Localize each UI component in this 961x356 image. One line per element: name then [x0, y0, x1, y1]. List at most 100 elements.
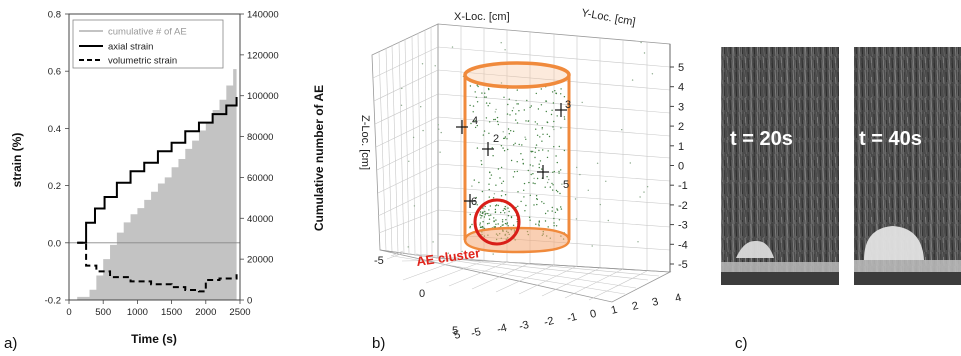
ae-point	[494, 211, 497, 214]
ae-point	[563, 149, 566, 152]
ae-point	[503, 137, 505, 140]
ae-point	[493, 217, 495, 219]
side-wall-grid	[371, 23, 439, 259]
ae-point	[495, 204, 498, 206]
z-tick-label: 1	[678, 141, 684, 153]
ae-point	[469, 104, 471, 107]
ae-point	[536, 123, 538, 125]
x-tick-label: 2000	[195, 307, 216, 318]
ae-point	[575, 218, 578, 220]
ae-cumulative-area	[69, 58, 237, 300]
y2-tick-label: 120000	[247, 50, 279, 61]
ae-point	[438, 128, 440, 130]
ae-point	[507, 128, 510, 130]
ae-point	[540, 88, 542, 90]
ae-point	[421, 63, 424, 65]
ae-point	[481, 190, 484, 193]
ae-point	[485, 102, 488, 104]
ae-point	[551, 210, 553, 212]
ae-point	[492, 197, 495, 199]
ct-frame-40s: t = 40s	[854, 47, 961, 285]
ae-point	[511, 110, 514, 112]
ae-point	[544, 212, 547, 215]
ae-point	[555, 155, 557, 157]
ae-point	[535, 195, 538, 197]
z-tick-label: 5	[678, 62, 684, 74]
ae-point	[507, 215, 510, 217]
ae-point	[493, 226, 495, 228]
ae-point	[490, 174, 493, 176]
y-tick-label: 4	[674, 292, 683, 305]
ae-point	[501, 190, 503, 192]
x-axis-ticks-left: -5 0 5	[374, 255, 458, 337]
ae-point	[495, 184, 497, 186]
ae-point	[551, 109, 553, 112]
ae-point	[517, 103, 519, 105]
ae-point	[539, 160, 542, 162]
ae-point	[523, 196, 525, 198]
ae-point	[554, 211, 557, 214]
ae-point	[489, 102, 491, 105]
ae-location-3d-plot: 4 2 3 5 6 AE cluster X-Loc. [cm] Y-Loc. …	[359, 7, 688, 352]
z-tick-label: -2	[678, 200, 688, 212]
ae-point	[504, 222, 507, 225]
sensor-label-5: 5	[563, 179, 569, 191]
ae-point	[480, 217, 482, 219]
ae-point	[542, 149, 544, 151]
axial-strain-series	[77, 96, 238, 244]
strain-ae-chart: 0 500 1000 1500 2000 2500 -0.2 0.0 0.2 0.4 0.6 0.8 0…	[4, 10, 326, 353]
z-loc-label: Z-Loc. [cm]	[359, 115, 371, 170]
ae-point	[481, 163, 483, 166]
y-tick-label: 0	[589, 308, 598, 321]
ae-point	[538, 220, 540, 222]
ae-point	[535, 92, 537, 95]
ae-point	[483, 216, 486, 218]
ae-point	[522, 162, 524, 165]
ae-point	[516, 122, 519, 124]
y-tick-label: 1	[610, 304, 619, 317]
ae-point	[497, 168, 500, 170]
ct-bubble-40s	[864, 226, 924, 260]
ae-point	[501, 221, 504, 223]
y-tick-label: -5	[470, 326, 482, 340]
ae-point	[533, 204, 535, 206]
ae-point	[563, 96, 566, 98]
ae-point	[440, 131, 442, 134]
ae-point	[538, 149, 540, 152]
ae-point	[474, 126, 477, 129]
ae-point	[480, 215, 483, 217]
ae-point	[554, 90, 556, 92]
y-tick-label: -4	[496, 322, 508, 336]
ae-point	[512, 224, 515, 226]
ae-point	[484, 214, 486, 216]
ae-point	[551, 206, 553, 209]
ae-point	[555, 225, 558, 227]
ae-point	[500, 145, 503, 147]
ae-point	[532, 165, 534, 167]
ae-point	[507, 148, 509, 151]
ae-point	[505, 219, 507, 221]
ae-point	[546, 181, 549, 184]
ae-point	[497, 123, 499, 126]
ae-point	[474, 203, 476, 205]
ae-point	[507, 103, 509, 106]
ae-point	[559, 192, 561, 195]
ae-point	[504, 194, 507, 196]
ae-point	[504, 49, 506, 51]
ae-point	[482, 212, 484, 214]
ae-point	[493, 220, 495, 222]
ct-frame-40s-label: t = 40s	[859, 128, 922, 150]
ae-point	[523, 109, 525, 111]
y-loc-label: Y-Loc. [cm]	[580, 7, 636, 28]
ae-point	[548, 135, 551, 138]
ae-point	[538, 223, 540, 225]
ae-point	[476, 147, 479, 149]
plot-frame-a	[68, 13, 241, 301]
y-tick-label: 0.4	[48, 124, 61, 135]
ae-point	[476, 204, 478, 206]
legend-label-ae: cumulative # of AE	[108, 27, 187, 38]
ae-point	[551, 182, 553, 185]
ae-point	[400, 104, 403, 107]
ae-point	[521, 144, 523, 146]
